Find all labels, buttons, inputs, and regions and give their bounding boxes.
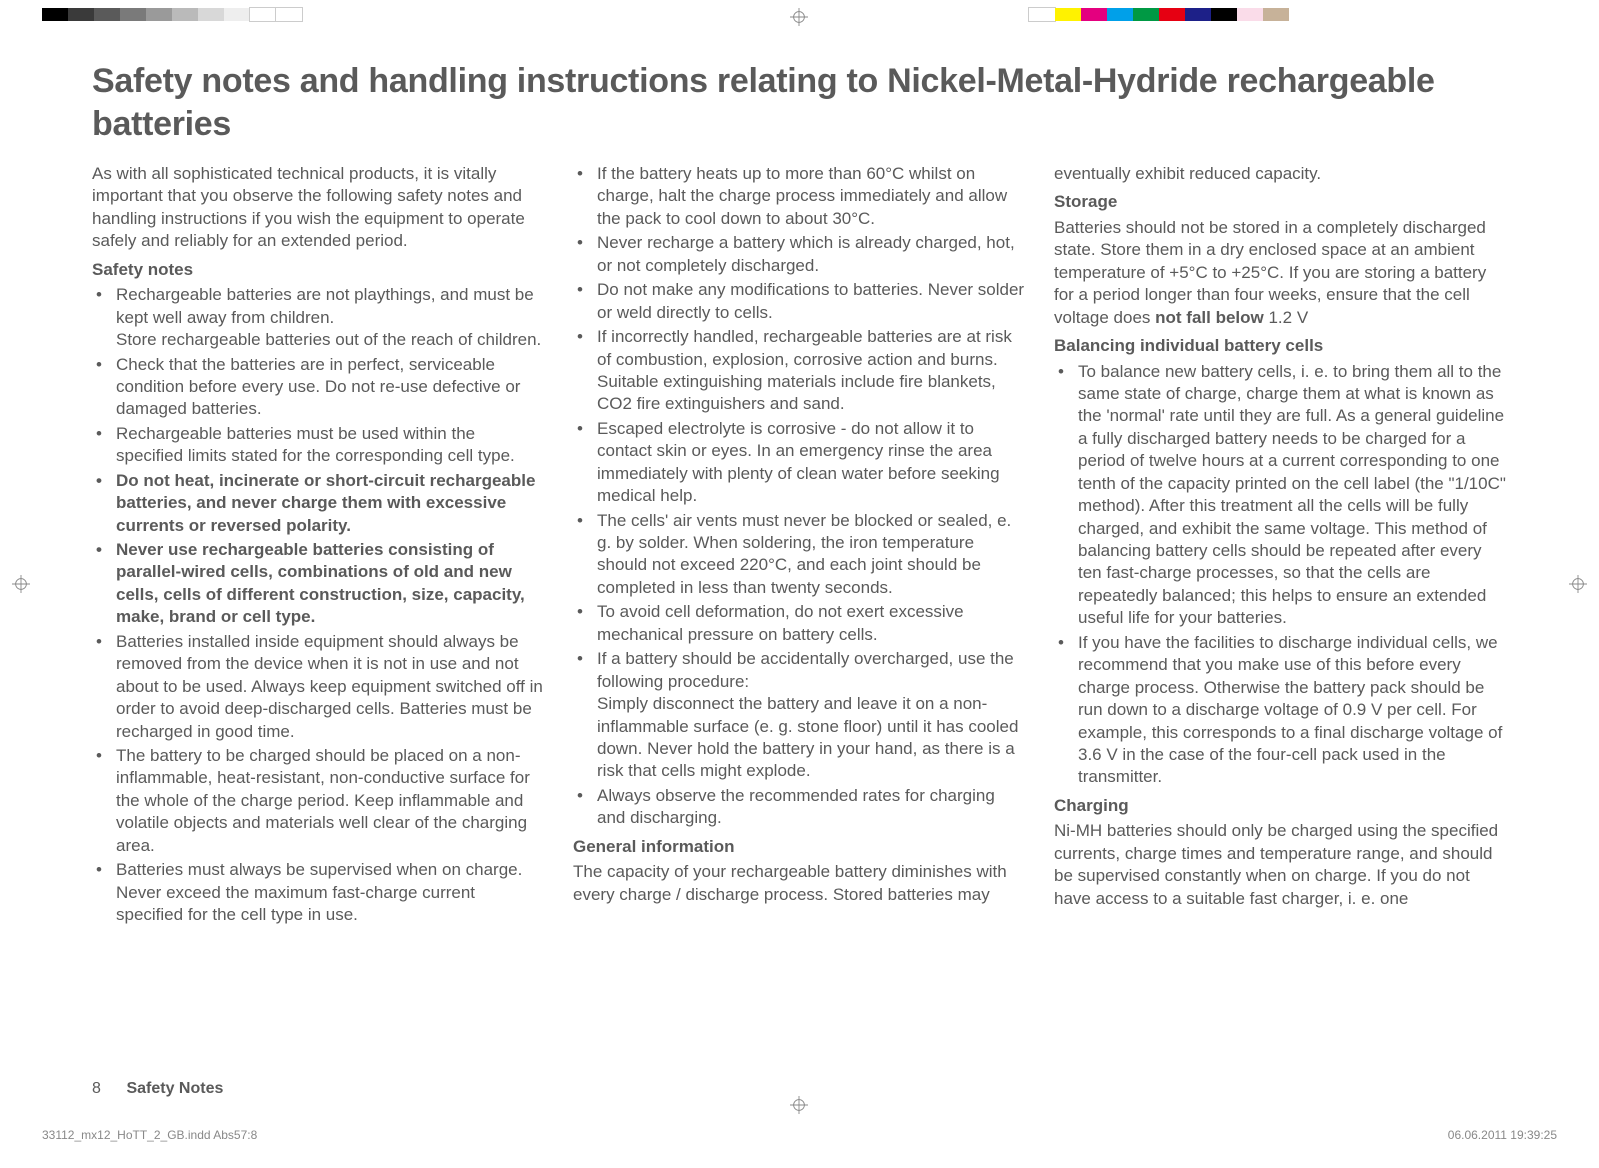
body-text: Ni-MH batteries should only be charged u… bbox=[1054, 820, 1507, 910]
list-item: Never use rechargeable batteries consist… bbox=[92, 539, 545, 629]
list-item: Rechargeable batteries are not plaything… bbox=[92, 284, 545, 351]
list-item: Check that the batteries are in perfect,… bbox=[92, 354, 545, 421]
balance-list: To balance new battery cells, i. e. to b… bbox=[1054, 361, 1507, 789]
section-heading: Balancing individual battery cells bbox=[1054, 335, 1507, 357]
section-heading: Charging bbox=[1054, 795, 1507, 817]
list-item: The battery to be charged should be plac… bbox=[92, 745, 545, 857]
color-swatch bbox=[198, 8, 224, 21]
section-heading: General information bbox=[573, 836, 1026, 858]
list-item: Escaped electrolyte is corrosive - do no… bbox=[573, 418, 1026, 508]
list-item: Batteries installed inside equipment sho… bbox=[92, 631, 545, 743]
color-swatch bbox=[172, 8, 198, 21]
item-text: If a battery should be accidentally over… bbox=[597, 649, 1014, 690]
color-swatch bbox=[1237, 8, 1263, 21]
color-swatch bbox=[250, 8, 276, 21]
list-item: If you have the facilities to discharge … bbox=[1054, 632, 1507, 789]
list-item: The cells' air vents must never be block… bbox=[573, 510, 1026, 600]
text-run: 1.2 V bbox=[1264, 308, 1308, 327]
color-swatch bbox=[94, 8, 120, 21]
list-item: Do not make any modifications to batteri… bbox=[573, 279, 1026, 324]
color-swatch bbox=[1185, 8, 1211, 21]
item-text: Rechargeable batteries are not plaything… bbox=[116, 285, 534, 326]
list-item: Rechargeable batteries must be used with… bbox=[92, 423, 545, 468]
page-title: Safety notes and handling instructions r… bbox=[92, 60, 1507, 145]
list-item: To avoid cell deformation, do not exert … bbox=[573, 601, 1026, 646]
color-swatch bbox=[1263, 8, 1289, 21]
registration-mark-icon bbox=[12, 575, 30, 593]
imprint-timestamp: 06.06.2011 19:39:25 bbox=[1448, 1128, 1557, 1142]
color-swatch bbox=[1029, 8, 1055, 21]
list-item: To balance new battery cells, i. e. to b… bbox=[1054, 361, 1507, 630]
color-swatch bbox=[1081, 8, 1107, 21]
list-item: Always observe the recommended rates for… bbox=[573, 785, 1026, 830]
list-item: Batteries must always be supervised when… bbox=[92, 859, 545, 926]
color-swatch bbox=[1055, 8, 1081, 21]
color-swatch bbox=[68, 8, 94, 21]
list-item: If a battery should be accidentally over… bbox=[573, 648, 1026, 783]
color-swatch bbox=[224, 8, 250, 21]
color-swatch bbox=[42, 8, 68, 21]
text-run-bold: not fall below bbox=[1155, 308, 1264, 327]
intro-text: As with all sophisticated technical prod… bbox=[92, 163, 545, 253]
color-swatch bbox=[1107, 8, 1133, 21]
registration-mark-icon bbox=[790, 1096, 808, 1114]
body-columns: As with all sophisticated technical prod… bbox=[92, 163, 1507, 926]
print-marks-top bbox=[0, 0, 1599, 30]
list-item: If the battery heats up to more than 60°… bbox=[573, 163, 1026, 230]
imprint-filename: 33112_mx12_HoTT_2_GB.indd Abs57:8 bbox=[42, 1128, 257, 1142]
list-item: Never recharge a battery which is alread… bbox=[573, 232, 1026, 277]
color-swatch bbox=[1133, 8, 1159, 21]
list-item: Do not heat, incinerate or short-circuit… bbox=[92, 470, 545, 537]
section-heading: Storage bbox=[1054, 191, 1507, 213]
color-swatch bbox=[1211, 8, 1237, 21]
color-swatch bbox=[120, 8, 146, 21]
content-area: Safety notes and handling instructions r… bbox=[92, 60, 1507, 1078]
registration-mark-icon bbox=[790, 8, 808, 26]
color-swatch bbox=[1159, 8, 1185, 21]
section-heading: Safety notes bbox=[92, 259, 545, 281]
registration-mark-icon bbox=[1569, 575, 1587, 593]
page-footer: 8 Safety Notes bbox=[92, 1080, 223, 1098]
swatches-left bbox=[42, 8, 302, 21]
swatches-right bbox=[1029, 8, 1289, 21]
list-item: If incorrectly handled, rechargeable bat… bbox=[573, 326, 1026, 416]
body-text: Batteries should not be stored in a comp… bbox=[1054, 217, 1507, 329]
item-subtext: Simply disconnect the battery and leave … bbox=[597, 693, 1026, 783]
page: Safety notes and handling instructions r… bbox=[0, 0, 1599, 1168]
page-number: 8 bbox=[92, 1080, 122, 1098]
color-swatch bbox=[146, 8, 172, 21]
color-swatch bbox=[276, 8, 302, 21]
footer-label: Safety Notes bbox=[126, 1080, 223, 1097]
item-subtext: Store rechargeable batteries out of the … bbox=[116, 329, 545, 351]
